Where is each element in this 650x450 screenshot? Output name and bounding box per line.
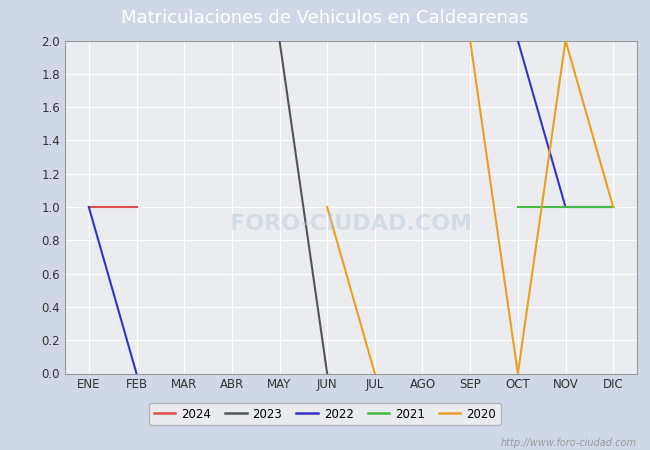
Text: FORO-CIUDAD.COM: FORO-CIUDAD.COM bbox=[230, 214, 472, 234]
Legend: 2024, 2023, 2022, 2021, 2020: 2024, 2023, 2022, 2021, 2020 bbox=[150, 403, 500, 425]
Text: Matriculaciones de Vehiculos en Caldearenas: Matriculaciones de Vehiculos en Caldeare… bbox=[122, 9, 528, 27]
Text: http://www.foro-ciudad.com: http://www.foro-ciudad.com bbox=[501, 438, 637, 448]
